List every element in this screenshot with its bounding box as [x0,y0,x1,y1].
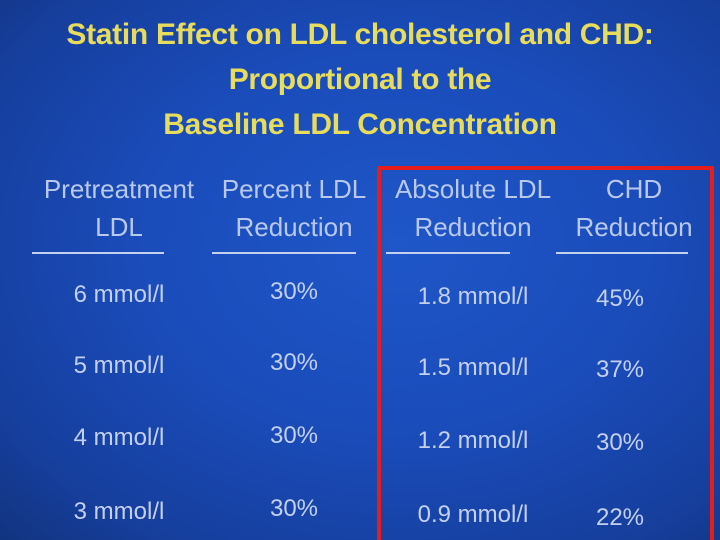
title-line-2: Proportional to the [228,63,492,96]
column-header: CHD Reduction [575,174,693,242]
highlight-box [377,166,714,540]
header-underline [556,252,688,254]
column-absolute-ldl-reduction: Absolute LDL Reduction 1.8 mmol/l 1.5 mm… [383,0,563,540]
table-cell: 1.8 mmol/l [417,283,529,310]
title-line-3: Baseline LDL Concentration [163,108,557,141]
column-header: Pretreatment LDL [43,174,195,242]
table-cell: 30% [269,495,319,522]
table-cell: 22% [595,504,645,531]
table-cell: 30% [269,422,319,449]
table-cell: 3 mmol/l [73,498,165,525]
table-cell: 45% [595,285,645,312]
table-cell: 1.2 mmol/l [417,427,529,454]
table-cell: 30% [269,278,319,305]
table-cell: 37% [595,356,645,383]
column-pretreatment-ldl: Pretreatment LDL 6 mmol/l 5 mmol/l 4 mmo… [30,0,208,540]
header-underline [32,252,164,254]
table-cell: 1.5 mmol/l [417,354,529,381]
column-header: Percent LDL Reduction [221,174,367,242]
column-percent-ldl-reduction: Percent LDL Reduction 30% 30% 30% 30% [208,0,380,540]
header-underline [386,252,510,254]
table-cell: 4 mmol/l [73,424,165,451]
column-header: Absolute LDL Reduction [394,174,552,242]
table-cell: 30% [269,349,319,376]
title-line-1: Statin Effect on LDL cholesterol and CHD… [66,18,654,51]
table-cell: 30% [595,429,645,456]
slide-title: Statin Effect on LDL cholesterol and CHD… [0,12,720,147]
header-underline [212,252,356,254]
column-chd-reduction: CHD Reduction 45% 37% 30% 22% [560,0,708,540]
table-cell: 0.9 mmol/l [417,501,529,528]
table-cell: 5 mmol/l [73,352,165,379]
table-cell: 6 mmol/l [73,281,165,308]
